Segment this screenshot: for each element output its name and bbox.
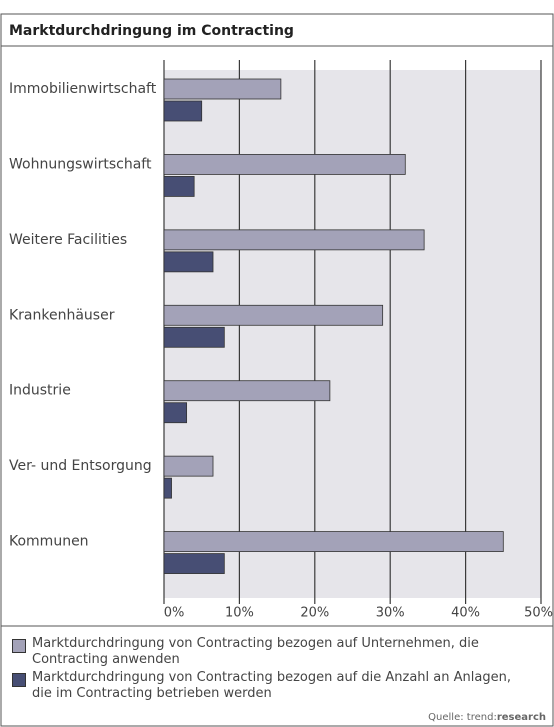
legend-swatch bbox=[12, 673, 26, 687]
bar bbox=[164, 252, 213, 272]
legend-label: Marktdurchdringung von Contracting bezog… bbox=[32, 670, 532, 702]
source-prefix: Quelle: trend: bbox=[428, 712, 497, 723]
chart-title: Marktdurchdringung im Contracting bbox=[9, 23, 294, 39]
category-label: Weitere Facilities bbox=[9, 232, 127, 248]
bar bbox=[164, 532, 503, 552]
chart: Marktdurchdringung im Contracting 0% 10% 2… bbox=[0, 0, 554, 727]
source-bold: research bbox=[497, 712, 546, 723]
bar bbox=[164, 403, 187, 423]
bar bbox=[164, 478, 172, 498]
bar bbox=[164, 305, 383, 325]
bar bbox=[164, 101, 202, 121]
legend-label: Marktdurchdringung von Contracting bezog… bbox=[32, 636, 532, 668]
bar bbox=[164, 176, 194, 196]
category-label: Ver- und Entsorgung bbox=[9, 458, 152, 474]
x-tick-label: 20% bbox=[300, 606, 329, 621]
x-tick-label: 0% bbox=[164, 606, 185, 621]
x-tick-label: 30% bbox=[376, 606, 405, 621]
source: Quelle: trend:research bbox=[428, 712, 546, 723]
x-tick-label: 10% bbox=[225, 606, 254, 621]
category-label: Immobilienwirtschaft bbox=[9, 81, 157, 97]
bar bbox=[164, 79, 281, 99]
bar bbox=[164, 230, 424, 250]
x-tick-label: 50% bbox=[524, 606, 553, 621]
bar bbox=[164, 381, 330, 401]
bar bbox=[164, 554, 224, 574]
page: Marktdurchdringung im Contracting 0% 10% 2… bbox=[0, 0, 554, 727]
category-label: Krankenhäuser bbox=[9, 307, 115, 323]
category-label: Wohnungswirtschaft bbox=[9, 156, 152, 172]
bar bbox=[164, 456, 213, 476]
category-label: Industrie bbox=[9, 383, 71, 399]
category-label: Kommunen bbox=[9, 534, 89, 550]
bar bbox=[164, 327, 224, 347]
bar bbox=[164, 154, 405, 174]
x-tick-label: 40% bbox=[451, 606, 480, 621]
legend-swatch bbox=[12, 639, 26, 653]
